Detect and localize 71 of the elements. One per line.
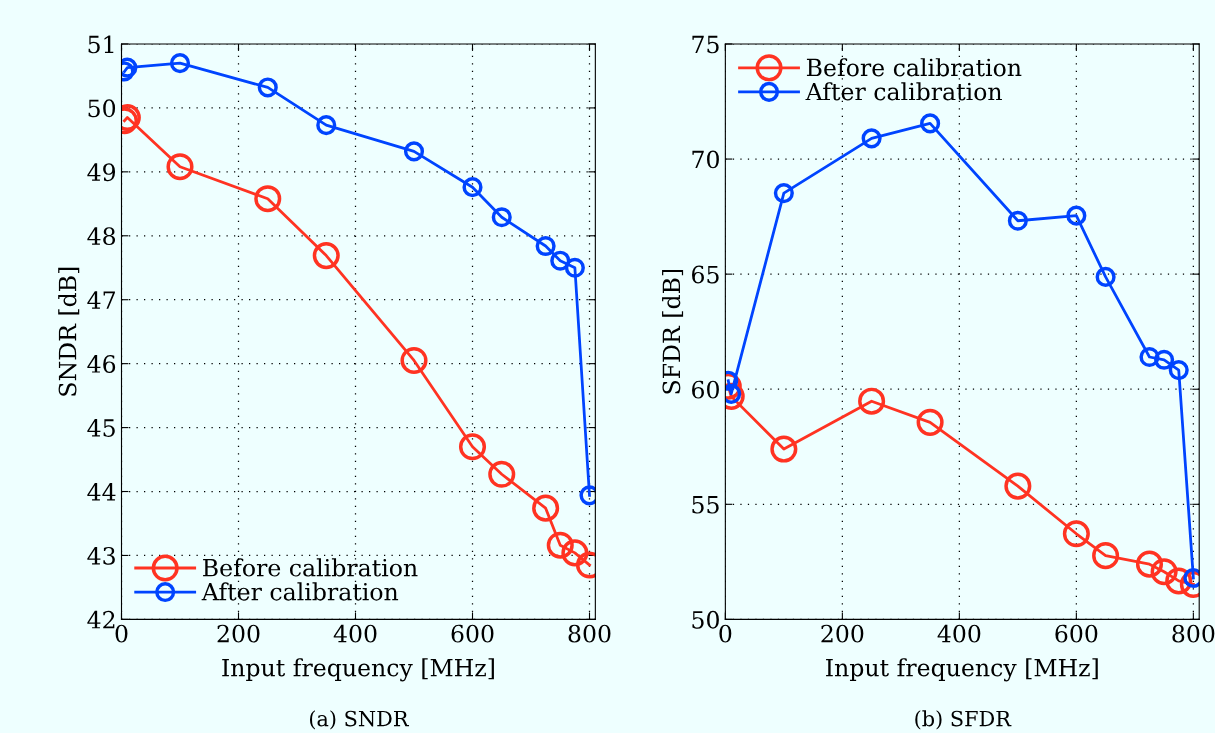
point bbox=[564, 257, 585, 278]
point bbox=[462, 177, 483, 198]
point bbox=[535, 235, 556, 257]
legend-label: After calibration bbox=[805, 82, 1002, 101]
point bbox=[532, 494, 560, 522]
y-tick-label: 43 bbox=[87, 546, 115, 565]
point bbox=[488, 460, 516, 488]
point bbox=[1092, 542, 1120, 570]
x-tick-label: 200 bbox=[821, 624, 864, 643]
y-tick-label: 50 bbox=[692, 610, 719, 629]
legend-label: After calibration bbox=[201, 582, 399, 601]
y-tick-label: 44 bbox=[87, 482, 116, 501]
y-tick-label: 70 bbox=[692, 150, 719, 169]
point bbox=[491, 207, 512, 228]
x-tick-label: 0 bbox=[115, 624, 128, 643]
y-tick-label: 42 bbox=[87, 610, 115, 629]
y-tick-label: 65 bbox=[692, 265, 719, 284]
point bbox=[861, 128, 882, 149]
x-axis-title: Input frequency [MHz] bbox=[222, 658, 494, 682]
y-tick-label: 75 bbox=[692, 35, 719, 54]
point bbox=[403, 141, 425, 162]
point bbox=[1007, 210, 1028, 231]
point bbox=[400, 346, 428, 374]
x-tick-label: 600 bbox=[451, 624, 494, 643]
point bbox=[257, 77, 278, 98]
point bbox=[316, 115, 337, 136]
x-tick-label: 800 bbox=[1172, 624, 1215, 643]
y-tick-label: 55 bbox=[692, 496, 719, 514]
text: (a) SNDR bbox=[309, 710, 410, 730]
text: (b) SFDR bbox=[915, 710, 1012, 730]
x-axis-title: Input frequency [MHz] bbox=[826, 658, 1098, 682]
point bbox=[920, 113, 941, 134]
y-tick-label: 51 bbox=[88, 35, 114, 54]
x-tick-label: 800 bbox=[568, 624, 611, 643]
point bbox=[1095, 266, 1116, 287]
x-tick-label: 0 bbox=[719, 624, 732, 643]
point bbox=[1168, 360, 1189, 381]
point bbox=[1135, 550, 1164, 578]
y-tick-label: 47 bbox=[87, 291, 115, 309]
point bbox=[1066, 205, 1087, 226]
point bbox=[1139, 346, 1160, 368]
point bbox=[1154, 349, 1175, 370]
y-tick-label: 45 bbox=[87, 419, 115, 437]
legend-label: Before calibration bbox=[806, 58, 1022, 77]
point bbox=[550, 250, 571, 271]
point bbox=[916, 408, 944, 436]
point bbox=[166, 153, 194, 181]
y-axis-title: SFDR [dB] bbox=[662, 269, 684, 394]
y-axis-title: SNDR [dB] bbox=[58, 267, 80, 396]
point bbox=[312, 242, 340, 270]
point bbox=[546, 531, 574, 559]
x-tick-label: 400 bbox=[333, 624, 377, 643]
point bbox=[1004, 472, 1032, 500]
point bbox=[773, 183, 794, 204]
x-tick-label: 600 bbox=[1055, 624, 1098, 643]
x-tick-label: 400 bbox=[937, 624, 981, 643]
point bbox=[858, 387, 886, 415]
x-tick-label: 200 bbox=[217, 624, 260, 643]
point bbox=[770, 435, 798, 463]
y-tick-label: 50 bbox=[88, 99, 116, 118]
point bbox=[169, 53, 191, 74]
point bbox=[1150, 558, 1178, 586]
y-tick-label: 48 bbox=[87, 227, 116, 246]
y-tick-label: 46 bbox=[87, 355, 116, 373]
point bbox=[561, 539, 589, 567]
point bbox=[458, 433, 487, 461]
point bbox=[254, 185, 282, 213]
point bbox=[1062, 520, 1090, 548]
legend-label: Before calibration bbox=[203, 558, 418, 577]
y-tick-label: 60 bbox=[692, 380, 719, 399]
y-tick-label: 49 bbox=[87, 163, 116, 182]
